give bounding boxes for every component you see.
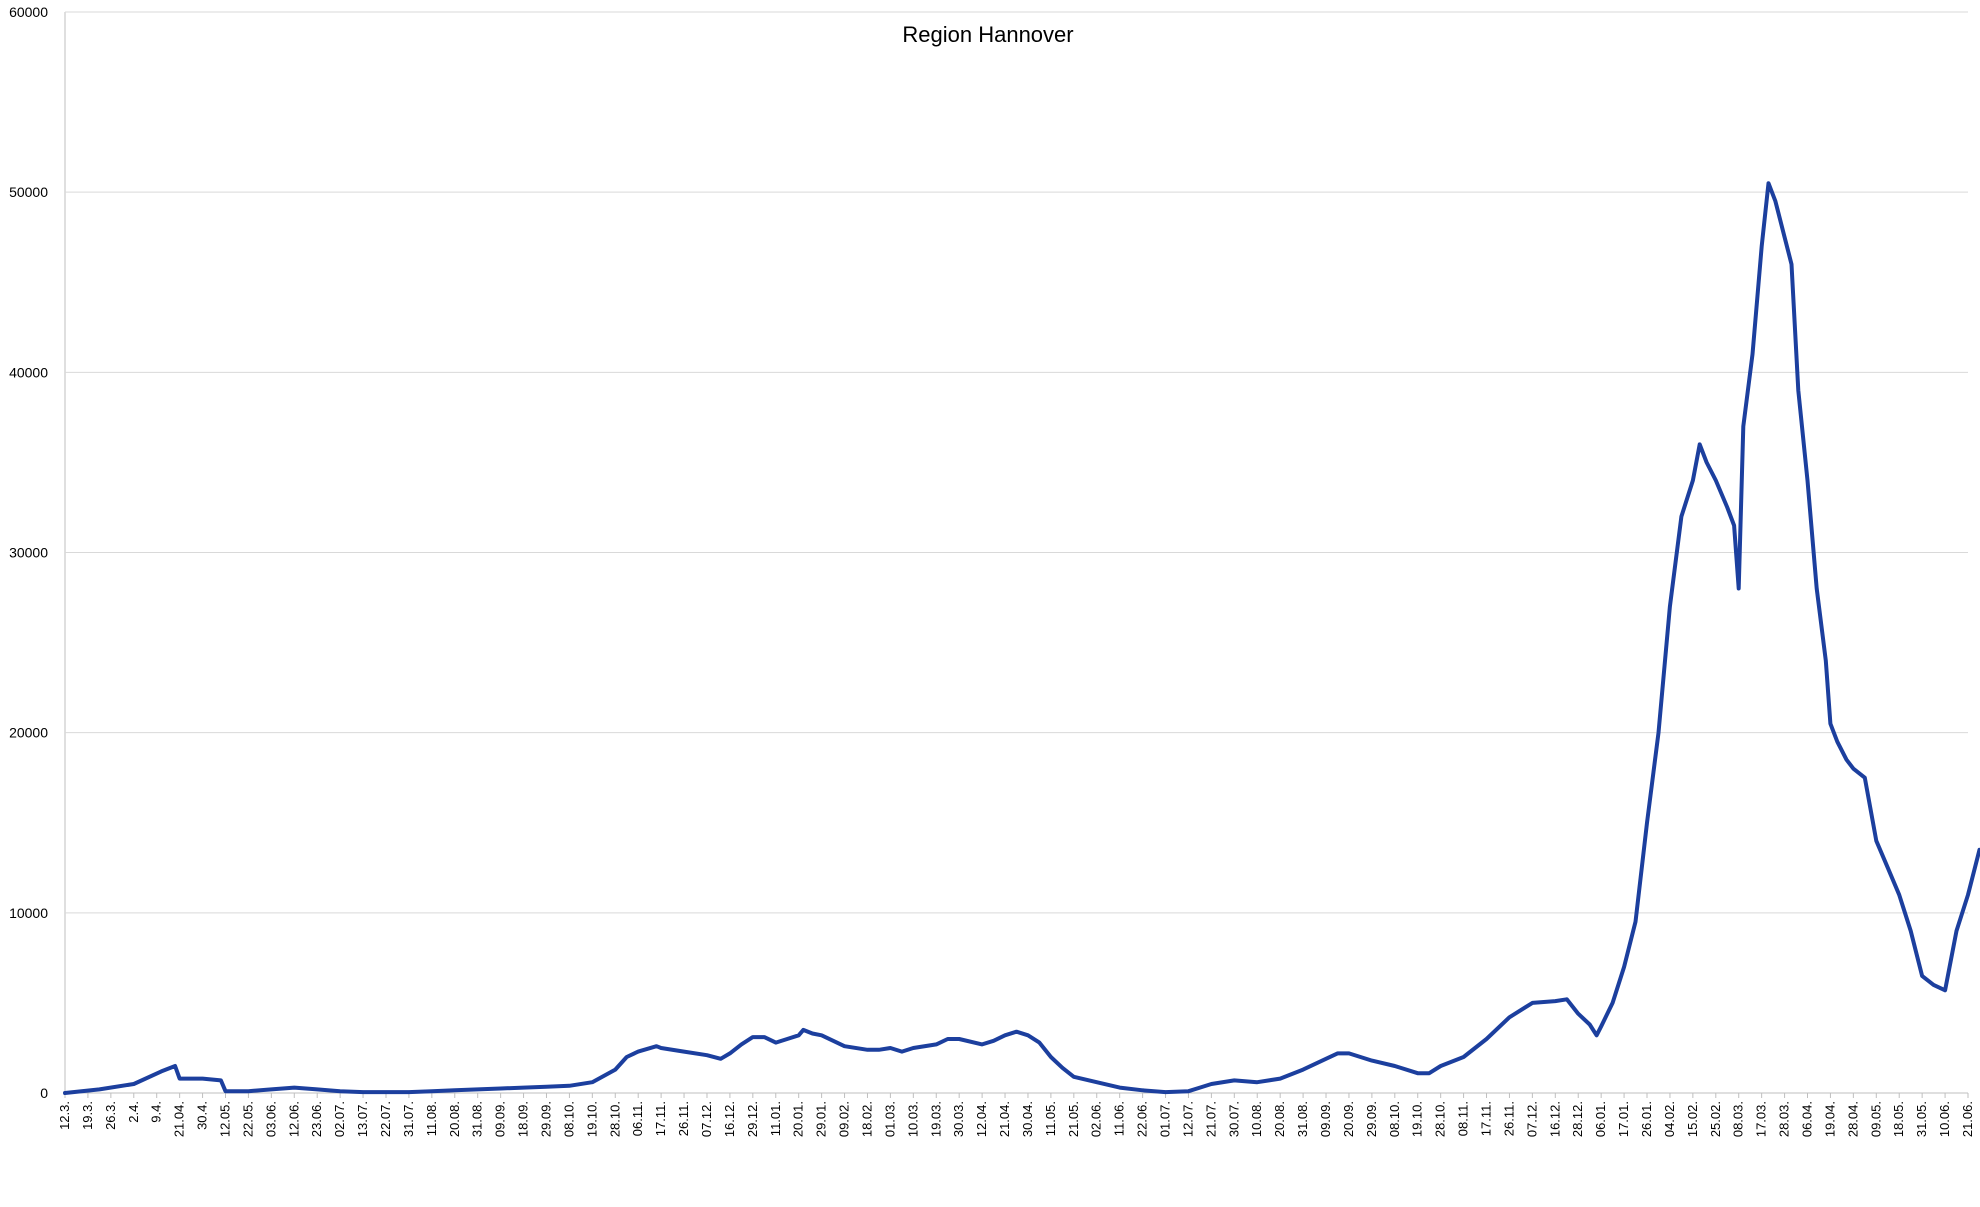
x-tick-label: 31.08. [1295, 1101, 1310, 1137]
x-tick-label: 16.12. [1547, 1101, 1562, 1137]
x-tick-label: 28.03. [1777, 1101, 1792, 1137]
y-tick-label: 60000 [9, 4, 48, 20]
x-tick-label: 30.04. [1020, 1101, 1035, 1137]
y-tick-label: 20000 [9, 725, 48, 741]
x-tick-label: 26.01. [1639, 1101, 1654, 1137]
chart-title: Region Hannover [902, 22, 1073, 47]
x-tick-label: 10.03. [905, 1101, 920, 1137]
x-tick-label: 12.05. [217, 1101, 232, 1137]
x-tick-label: 18.02. [859, 1101, 874, 1137]
x-tick-label: 01.03. [882, 1101, 897, 1137]
series-layer [63, 181, 1980, 1095]
x-tick-label: 29.09. [538, 1101, 553, 1137]
x-tick-label: 12.3. [57, 1101, 72, 1130]
x-tick-label: 26.11. [676, 1101, 691, 1136]
x-tick-label: 11.06. [1112, 1101, 1127, 1136]
x-tick-label: 19.10. [1410, 1101, 1425, 1137]
x-tick-label: 12.07. [1180, 1101, 1195, 1137]
x-tick-label: 21.07. [1203, 1101, 1218, 1137]
x-tick-label: 19.04. [1822, 1101, 1837, 1137]
x-tick-label: 07.12. [699, 1101, 714, 1137]
x-tick-label: 22.06. [1135, 1101, 1150, 1137]
x-tick-label: 07.12. [1524, 1101, 1539, 1137]
x-tick-label: 9.4. [149, 1101, 164, 1123]
x-tick-label: 21.06. [1960, 1101, 1975, 1137]
x-tick-label: 28.10. [1433, 1101, 1448, 1137]
x-tick-label: 10.08. [1249, 1101, 1264, 1137]
x-tick-label: 09.05. [1868, 1101, 1883, 1137]
x-tick-label: 17.11. [1479, 1101, 1494, 1136]
x-tick-label: 12.04. [974, 1101, 989, 1137]
x-tick-label: 17.11. [653, 1101, 668, 1136]
x-tick-label: 30.03. [951, 1101, 966, 1137]
x-tick-label: 23.06. [309, 1101, 324, 1137]
x-tick-label: 06.01. [1593, 1101, 1608, 1137]
x-tick-label: 28.04. [1845, 1101, 1860, 1137]
x-tick-label: 06.11. [630, 1101, 645, 1136]
x-tick-label: 15.02. [1685, 1101, 1700, 1137]
x-tick-label: 21.04. [997, 1101, 1012, 1137]
x-tick-label: 18.05. [1891, 1101, 1906, 1137]
x-tick-label: 21.05. [1066, 1101, 1081, 1137]
x-tick-label: 03.06. [263, 1101, 278, 1137]
x-tick-label: 16.12. [722, 1101, 737, 1137]
x-tick-label: 04.02. [1662, 1101, 1677, 1137]
x-tick-label: 31.07. [401, 1101, 416, 1137]
x-tick-label: 08.11. [1456, 1101, 1471, 1136]
x-tick-label: 19.10. [584, 1101, 599, 1137]
y-tick-label: 0 [40, 1085, 48, 1101]
x-tick-label: 01.07. [1158, 1101, 1173, 1137]
x-tick-label: 09.09. [493, 1101, 508, 1137]
x-tick-label: 11.01. [768, 1101, 783, 1136]
x-tick-label: 17.01. [1616, 1101, 1631, 1137]
x-tick-label: 29.01. [814, 1101, 829, 1137]
x-tick-label: 26.3. [103, 1101, 118, 1130]
y-tick-label: 40000 [9, 364, 48, 380]
x-tick-label: 30.07. [1226, 1101, 1241, 1137]
x-tick-label: 19.3. [80, 1101, 95, 1130]
x-tick-label: 17.03. [1754, 1101, 1769, 1137]
x-tick-label: 12.06. [286, 1101, 301, 1137]
x-tick-label: 13.07. [355, 1101, 370, 1137]
x-tick-label: 28.12. [1570, 1101, 1585, 1137]
x-tick-label: 2.4. [126, 1101, 141, 1123]
x-tick-label: 18.09. [516, 1101, 531, 1137]
x-tick-label: 25.02. [1708, 1101, 1723, 1137]
x-tick-label: 28.10. [607, 1101, 622, 1137]
x-tick-label: 11.05. [1043, 1101, 1058, 1136]
x-tick-label: 11.08. [424, 1101, 439, 1136]
x-tick-label: 09.02. [837, 1101, 852, 1137]
x-tick-label: 22.07. [378, 1101, 393, 1137]
x-tick-label: 22.05. [240, 1101, 255, 1137]
x-tick-label: 19.03. [928, 1101, 943, 1137]
x-tick-label: 08.10. [561, 1101, 576, 1137]
x-axis-ticks: 12.3. 19.3. 26.3. 2.4. 9.4. 21.04. 30.4. 12.05.… [57, 1093, 1975, 1137]
x-tick-label: 29.09. [1364, 1101, 1379, 1137]
y-tick-label: 10000 [9, 905, 48, 921]
x-tick-label: 20.08. [1272, 1101, 1287, 1137]
y-tick-label: 30000 [9, 545, 48, 561]
x-tick-label: 20.01. [791, 1101, 806, 1137]
x-tick-label: 20.08. [447, 1101, 462, 1137]
x-tick-label: 31.05. [1914, 1101, 1929, 1137]
x-tick-label: 21.04. [172, 1101, 187, 1137]
series-line [63, 181, 1980, 1095]
x-tick-label: 08.10. [1387, 1101, 1402, 1137]
x-tick-label: 08.03. [1731, 1101, 1746, 1137]
x-tick-label: 29.12. [745, 1101, 760, 1137]
x-tick-label: 30.4. [195, 1101, 210, 1130]
x-tick-label: 26.11. [1501, 1101, 1516, 1136]
x-tick-label: 06.04. [1800, 1101, 1815, 1137]
x-tick-label: 20.09. [1341, 1101, 1356, 1137]
x-tick-label: 02.07. [332, 1101, 347, 1137]
x-tick-label: 09.09. [1318, 1101, 1333, 1137]
y-tick-label: 50000 [9, 184, 48, 200]
x-tick-label: 31.08. [470, 1101, 485, 1137]
x-tick-label: 10.06. [1937, 1101, 1952, 1137]
x-tick-label: 02.06. [1089, 1101, 1104, 1137]
y-axis-ticks: 0 10000 20000 30000 40000 50000 60000 [9, 4, 48, 1101]
